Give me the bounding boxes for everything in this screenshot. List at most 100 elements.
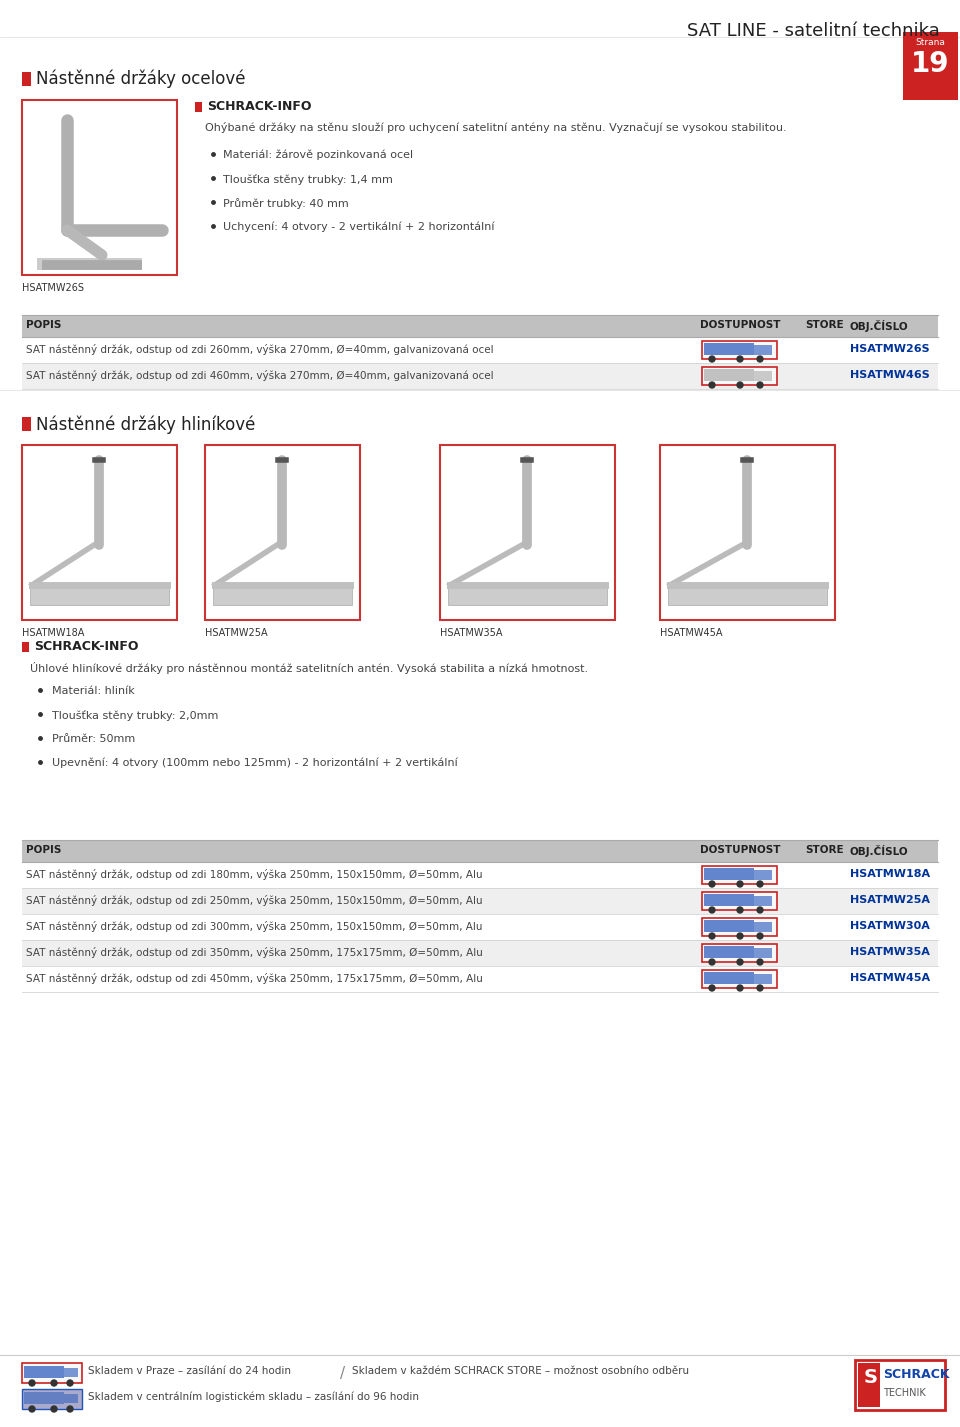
Text: HSATMW35A: HSATMW35A — [440, 628, 502, 638]
Bar — [754, 975, 772, 985]
Bar — [704, 972, 754, 985]
Circle shape — [709, 908, 715, 913]
Bar — [22, 940, 938, 966]
Bar — [702, 892, 777, 910]
Bar — [22, 1388, 82, 1408]
Bar — [704, 893, 754, 906]
Text: HSATMW18A: HSATMW18A — [850, 869, 930, 879]
Text: SAT nástěnný držák, odstup od zdi 350mm, výška 250mm, 175x175mm, Ø=50mm, Alu: SAT nástěnný držák, odstup od zdi 350mm,… — [26, 948, 483, 958]
Bar — [22, 888, 938, 915]
Text: SAT LINE - satelitní technika: SAT LINE - satelitní technika — [687, 21, 940, 40]
Bar — [213, 586, 352, 605]
Bar — [22, 362, 938, 390]
Text: SAT nástěnný držák, odstup od zdi 450mm, výška 250mm, 175x175mm, Ø=50mm, Alu: SAT nástěnný držák, odstup od zdi 450mm,… — [26, 973, 483, 985]
Bar — [64, 1368, 78, 1377]
Circle shape — [757, 959, 763, 965]
Text: DOSTUPNOST: DOSTUPNOST — [700, 320, 780, 330]
Text: HSATMW30A: HSATMW30A — [850, 920, 930, 930]
Text: STORE: STORE — [805, 845, 844, 855]
Circle shape — [709, 355, 715, 362]
Circle shape — [29, 1380, 35, 1386]
Bar — [37, 258, 142, 270]
Circle shape — [709, 959, 715, 965]
Bar — [754, 896, 772, 906]
Circle shape — [757, 908, 763, 913]
Circle shape — [51, 1380, 57, 1386]
Bar — [22, 966, 938, 992]
Text: DOSTUPNOST: DOSTUPNOST — [700, 845, 780, 855]
Bar — [754, 870, 772, 880]
Bar — [704, 370, 754, 381]
Circle shape — [737, 933, 743, 939]
Bar — [903, 31, 958, 100]
Bar — [22, 862, 938, 888]
Bar — [440, 445, 615, 619]
Circle shape — [709, 880, 715, 888]
Text: Ohýbané držáky na stěnu slouží pro uchycení satelitní antény na stěnu. Vyznačují: Ohýbané držáky na stěnu slouží pro uchyc… — [205, 121, 786, 133]
Text: Skladem v centrálním logistickém skladu – zasílání do 96 hodin: Skladem v centrálním logistickém skladu … — [88, 1391, 419, 1403]
Bar — [668, 586, 827, 605]
Bar — [22, 315, 938, 337]
Bar — [22, 337, 938, 362]
Bar — [22, 841, 938, 862]
Text: Strana: Strana — [915, 39, 945, 47]
Circle shape — [757, 985, 763, 990]
Text: OBJ.ČÍSLO: OBJ.ČÍSLO — [850, 320, 908, 332]
Circle shape — [757, 382, 763, 388]
Bar — [754, 371, 772, 381]
Bar — [855, 1360, 945, 1410]
Bar — [702, 918, 777, 936]
Text: SAT nástěnný držák, odstup od zdi 300mm, výška 250mm, 150x150mm, Ø=50mm, Alu: SAT nástěnný držák, odstup od zdi 300mm,… — [26, 920, 483, 932]
Text: /: / — [340, 1366, 346, 1381]
Text: Tloušťka stěny trubky: 1,4 mm: Tloušťka stěny trubky: 1,4 mm — [223, 174, 393, 186]
Text: POPIS: POPIS — [26, 320, 61, 330]
Bar — [702, 341, 777, 360]
Bar — [704, 920, 754, 932]
Text: HSATMW26S: HSATMW26S — [850, 344, 929, 354]
Text: SCHRACK-INFO: SCHRACK-INFO — [207, 100, 311, 113]
Text: Průměr trubky: 40 mm: Průměr trubky: 40 mm — [223, 198, 348, 208]
Circle shape — [737, 355, 743, 362]
Text: Nástěnné držáky hliníkové: Nástěnné držáky hliníkové — [36, 415, 255, 434]
Text: Průměr: 50mm: Průměr: 50mm — [52, 733, 135, 743]
Circle shape — [737, 382, 743, 388]
Text: OBJ.ČÍSLO: OBJ.ČÍSLO — [850, 845, 908, 858]
Circle shape — [67, 1380, 73, 1386]
Text: HSATMW18A: HSATMW18A — [22, 628, 84, 638]
Text: HSATMW25A: HSATMW25A — [850, 895, 930, 905]
Circle shape — [709, 985, 715, 990]
Text: S: S — [864, 1368, 878, 1387]
Text: SAT nástěnný držák, odstup od zdi 260mm, výška 270mm, Ø=40mm, galvanizovaná ocel: SAT nástěnný držák, odstup od zdi 260mm,… — [26, 344, 493, 355]
Text: Materiál: žárově pozinkovaná ocel: Materiál: žárově pozinkovaná ocel — [223, 150, 413, 160]
Circle shape — [709, 933, 715, 939]
Text: Skladem v Praze – zasílání do 24 hodin: Skladem v Praze – zasílání do 24 hodin — [88, 1366, 291, 1376]
Bar — [702, 945, 777, 962]
Text: SAT nástěnný držák, odstup od zdi 460mm, výška 270mm, Ø=40mm, galvanizovaná ocel: SAT nástěnný držák, odstup od zdi 460mm,… — [26, 370, 493, 381]
Circle shape — [757, 355, 763, 362]
Bar — [754, 922, 772, 932]
Text: Upevnění: 4 otvory (100mm nebo 125mm) - 2 horizontální + 2 vertikální: Upevnění: 4 otvory (100mm nebo 125mm) - … — [52, 758, 458, 769]
Text: 19: 19 — [911, 50, 949, 78]
Bar — [702, 866, 777, 883]
Circle shape — [737, 959, 743, 965]
Text: HSATMW46S: HSATMW46S — [850, 370, 929, 380]
Bar — [24, 1391, 64, 1404]
Bar — [754, 345, 772, 355]
Bar — [702, 970, 777, 987]
Bar — [858, 1363, 880, 1407]
Text: HSATMW35A: HSATMW35A — [850, 948, 930, 958]
Circle shape — [67, 1406, 73, 1411]
Text: POPIS: POPIS — [26, 845, 61, 855]
Bar — [448, 586, 607, 605]
Bar — [704, 946, 754, 958]
Text: Tloušťka stěny trubky: 2,0mm: Tloušťka stěny trubky: 2,0mm — [52, 711, 218, 721]
Circle shape — [709, 382, 715, 388]
Circle shape — [737, 908, 743, 913]
Text: HSATMW26S: HSATMW26S — [22, 283, 84, 293]
Text: Uchycení: 4 otvory - 2 vertikální + 2 horizontální: Uchycení: 4 otvory - 2 vertikální + 2 ho… — [223, 223, 494, 233]
Circle shape — [51, 1406, 57, 1411]
Bar — [22, 71, 31, 86]
Circle shape — [29, 1406, 35, 1411]
Text: SCHRACK: SCHRACK — [883, 1368, 949, 1381]
Circle shape — [757, 880, 763, 888]
